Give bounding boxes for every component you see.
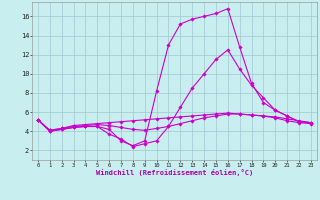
X-axis label: Windchill (Refroidissement éolien,°C): Windchill (Refroidissement éolien,°C) (96, 169, 253, 176)
